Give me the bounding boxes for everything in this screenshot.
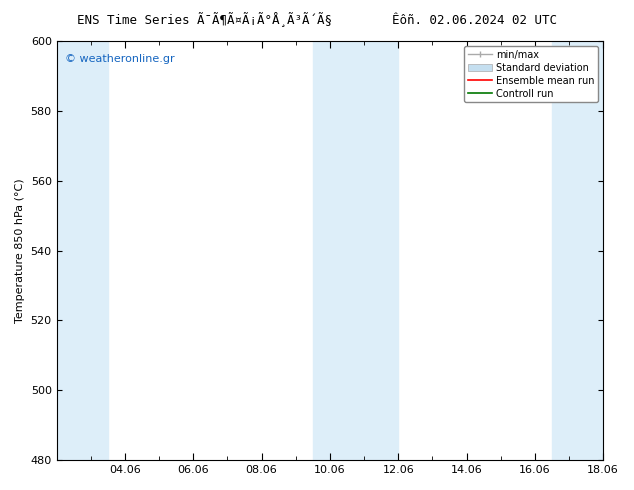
Text: ENS Time Series Ã¯Ã¶Ã¤Ã¡Ã°Å¸Ã³Ã´Ã§        Êôñ. 02.06.2024 02 UTC: ENS Time Series Ã¯Ã¶Ã¤Ã¡Ã°Å¸Ã³Ã´Ã§ Êôñ. … (77, 12, 557, 27)
Legend: min/max, Standard deviation, Ensemble mean run, Controll run: min/max, Standard deviation, Ensemble me… (464, 46, 598, 102)
Y-axis label: Temperature 850 hPa (°C): Temperature 850 hPa (°C) (15, 178, 25, 323)
Bar (552, 41, 603, 460)
Text: © weatheronline.gr: © weatheronline.gr (65, 53, 174, 64)
Bar (313, 41, 398, 460)
Bar (56, 41, 108, 460)
